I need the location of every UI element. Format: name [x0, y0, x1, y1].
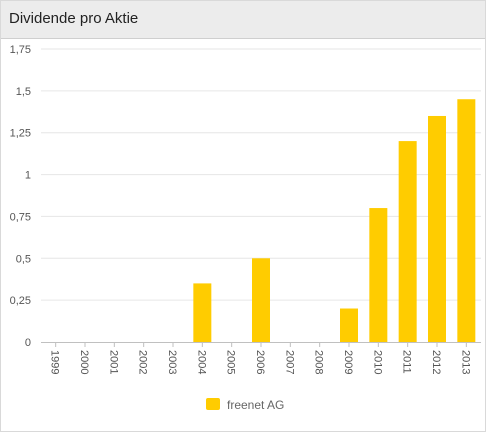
- y-tick-label: 0,75: [10, 211, 31, 223]
- x-tick-label: 2001: [107, 350, 119, 374]
- x-tick-label: 2002: [137, 350, 149, 374]
- x-tick-label: 2000: [78, 350, 90, 374]
- x-tick-label: 2009: [342, 350, 354, 374]
- x-tick-label: 2008: [313, 350, 325, 374]
- y-tick-label: 1: [25, 170, 31, 182]
- x-tick-label: 2006: [254, 350, 266, 374]
- x-tick-label: 2011: [401, 350, 413, 374]
- x-tick-label: 2010: [371, 350, 383, 374]
- y-tick-label: 0: [25, 337, 31, 349]
- y-tick-label: 0,5: [16, 253, 31, 265]
- x-tick-label: 2013: [459, 350, 471, 374]
- x-tick-label: 2005: [225, 350, 237, 374]
- legend-label: freenet AG: [227, 398, 284, 412]
- x-tick-label: 2007: [283, 350, 295, 374]
- y-tick-label: 1,75: [10, 44, 31, 56]
- x-tick-label: 2012: [430, 350, 442, 374]
- bar: [457, 99, 476, 342]
- bar: [252, 258, 270, 342]
- widget-title: Dividende pro Aktie: [9, 10, 139, 27]
- bar: [398, 141, 417, 342]
- bar: [428, 115, 446, 342]
- legend-swatch: [206, 398, 220, 410]
- bar: [193, 283, 212, 342]
- y-tick-label: 1,25: [10, 128, 31, 140]
- y-tick-label: 0,25: [10, 295, 31, 307]
- x-tick-label: 2004: [195, 350, 207, 374]
- y-tick-label: 1,5: [16, 86, 31, 98]
- bar: [340, 308, 358, 342]
- widget-header: Dividende pro Aktie: [1, 1, 485, 39]
- x-tick-label: 2003: [166, 350, 178, 374]
- x-tick-label: 1999: [49, 350, 61, 374]
- bar: [369, 208, 388, 342]
